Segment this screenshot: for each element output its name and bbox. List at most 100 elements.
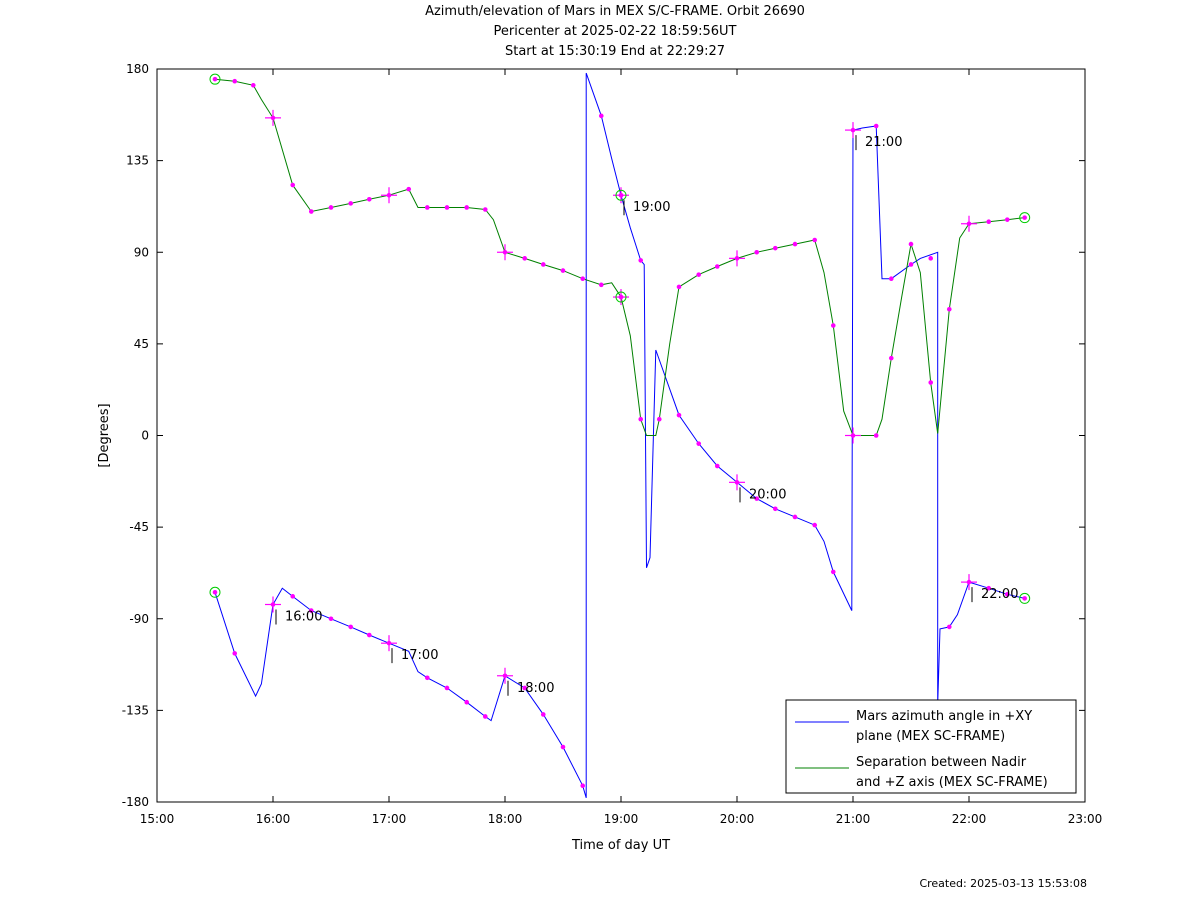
- hour-cross-marker: [381, 635, 397, 652]
- data-point-marker: [873, 123, 879, 129]
- series-lines: [214, 72, 1025, 799]
- hour-cross-marker: [729, 250, 745, 267]
- data-point-marker: [830, 323, 836, 328]
- y-tick-label: -135: [122, 703, 149, 717]
- data-point-marker: [328, 205, 334, 210]
- legend-entry-1-line-1: Mars azimuth angle in +XY: [856, 709, 1032, 724]
- hour-cross-dot: [734, 480, 740, 485]
- endpoint-dot: [212, 76, 218, 82]
- hour-cross-dot: [270, 602, 276, 607]
- legend-entry-2-line-2: and +Z axis (MEX SC-FRAME): [856, 775, 1048, 790]
- data-point-marker: [598, 282, 604, 288]
- x-axis-label: Time of day UT: [571, 838, 670, 853]
- data-point-marker: [444, 685, 450, 691]
- data-point-marker: [348, 624, 354, 630]
- endpoint-dot: [618, 192, 624, 198]
- data-point-marker: [348, 201, 354, 206]
- data-point-marker: [290, 182, 296, 188]
- x-tick-label: 20:00: [720, 812, 755, 826]
- data-point-marker: [638, 258, 644, 263]
- endpoint-dot: [212, 589, 218, 595]
- data-point-marker: [986, 219, 992, 225]
- hour-cross-marker: [497, 244, 513, 261]
- hour-cross-marker: [729, 474, 745, 491]
- x-tick-label: 22:00: [952, 812, 987, 826]
- data-point-marker: [928, 380, 934, 385]
- hour-cross-marker: [381, 187, 397, 204]
- data-point-marker: [638, 416, 644, 422]
- data-point-marker: [444, 205, 450, 210]
- hour-cross-dot: [734, 256, 740, 261]
- chart-title-line-3: Start at 15:30:19 End at 22:29:27: [504, 44, 726, 59]
- data-point-marker: [540, 262, 546, 267]
- data-point-marker: [482, 714, 488, 719]
- x-tick-label: 23:00: [1068, 812, 1103, 826]
- legend-entry-2-line-1: Separation between Nadir: [856, 755, 1027, 770]
- data-point-marker: [986, 585, 992, 591]
- y-tick-label: 45: [134, 337, 149, 351]
- y-axis-label: [Degrees]: [97, 403, 112, 467]
- endpoint-circle: [209, 73, 221, 85]
- x-tick-label: 17:00: [372, 812, 407, 826]
- data-point-marker: [928, 256, 934, 261]
- data-point-marker: [888, 276, 894, 282]
- time-annotation-label: 18:00: [517, 681, 554, 696]
- hour-cross-marker: [961, 574, 977, 591]
- endpoint-circle: [1019, 212, 1031, 224]
- data-point-marker: [328, 616, 334, 622]
- hour-cross-marker: [845, 122, 861, 139]
- hour-cross-marker: [497, 667, 513, 684]
- endpoint-circle: [1019, 592, 1031, 604]
- x-tick-label: 15:00: [140, 812, 175, 826]
- chart-title-line-2: Pericenter at 2025-02-22 18:59:56UT: [493, 24, 737, 39]
- data-point-marker: [1004, 592, 1010, 597]
- plot-area-frame: [156, 68, 1086, 803]
- time-annotation-label: 17:00: [401, 648, 438, 663]
- data-point-marker: [540, 712, 546, 717]
- data-point-marker: [580, 276, 586, 282]
- series-line-1: [214, 72, 1025, 799]
- legend-entry-1-line-2: plane (MEX SC-FRAME): [856, 729, 1005, 744]
- hour-cross-dot: [966, 221, 972, 227]
- data-point-marker: [308, 608, 314, 613]
- hour-cross-marker: [265, 109, 281, 126]
- data-point-marker: [598, 113, 604, 119]
- y-tick-label: -180: [122, 795, 149, 809]
- data-point-marker: [560, 744, 566, 750]
- data-point-marker: [232, 651, 238, 656]
- time-annotations: 16:00 17:00 18:00 19:00 20:00 21:00 22:00: [275, 135, 1018, 696]
- legend-box: [785, 699, 1077, 794]
- series-line-2: [214, 78, 1025, 436]
- data-point-marker: [754, 496, 760, 501]
- time-annotation-label: 21:00: [865, 135, 902, 150]
- chart-title-line-1: Azimuth/elevation of Mars in MEX S/C-FRA…: [425, 4, 805, 19]
- data-point-marker: [812, 522, 818, 528]
- data-point-marker: [522, 256, 528, 261]
- hour-cross-dot: [386, 192, 392, 198]
- data-point-marker: [812, 237, 818, 243]
- data-point-marker: [908, 241, 914, 247]
- data-point-marker: [366, 632, 372, 638]
- data-point-marker: [888, 355, 894, 361]
- data-markers: [209, 73, 1031, 789]
- data-point-marker: [676, 284, 682, 290]
- y-tick-label: 180: [126, 62, 149, 76]
- data-point-marker: [406, 186, 412, 192]
- data-point-marker: [560, 268, 566, 273]
- y-tick-label: -90: [129, 612, 149, 626]
- data-point-marker: [873, 433, 879, 438]
- data-point-marker: [714, 264, 720, 269]
- data-point-marker: [792, 241, 798, 247]
- data-point-marker: [522, 685, 528, 691]
- endpoint-dot: [1022, 596, 1027, 601]
- x-tick-label: 16:00: [256, 812, 291, 826]
- endpoint-circle: [615, 189, 627, 201]
- data-point-marker: [676, 412, 682, 418]
- hour-cross-dot: [850, 433, 856, 438]
- data-point-marker: [656, 416, 662, 422]
- data-point-marker: [754, 249, 760, 255]
- data-point-marker: [250, 82, 256, 88]
- data-point-marker: [908, 262, 914, 267]
- data-point-marker: [464, 205, 470, 210]
- data-point-marker: [232, 78, 238, 84]
